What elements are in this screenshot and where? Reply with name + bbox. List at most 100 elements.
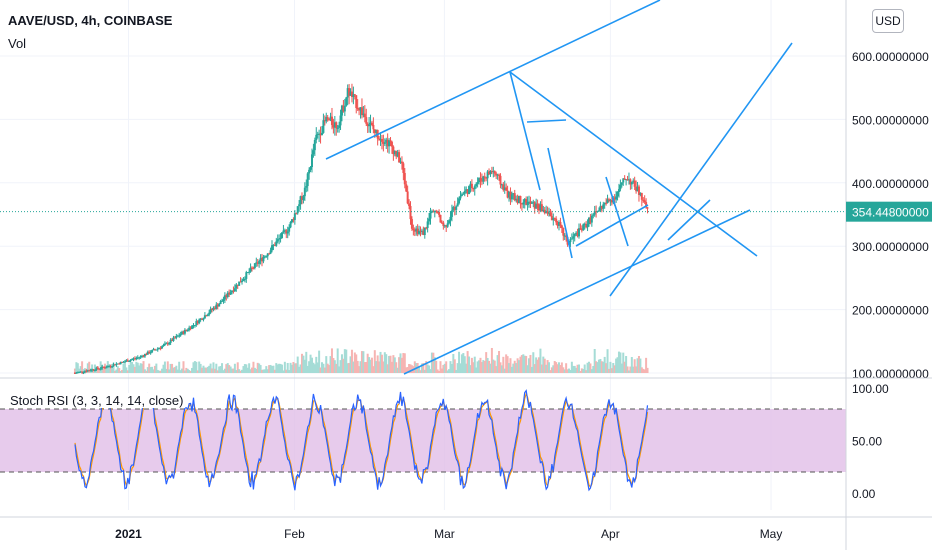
volume-bar: [533, 364, 536, 373]
volume-bar: [545, 364, 548, 373]
volume-bar: [259, 365, 262, 373]
volume-bar: [492, 359, 495, 373]
volume-bar: [139, 363, 142, 373]
candle-body: [246, 272, 249, 274]
trendline: [667, 199, 711, 241]
volume-bar: [458, 351, 461, 373]
candle-body: [310, 154, 313, 168]
volume-bar: [555, 362, 558, 373]
volume-bar: [221, 363, 224, 373]
candle-body: [88, 370, 91, 372]
volume-bar: [349, 356, 352, 373]
candle-body: [542, 209, 545, 212]
candle-body: [285, 230, 288, 234]
candle-body: [239, 281, 242, 283]
volume-bar: [213, 368, 216, 373]
candle-body: [476, 182, 479, 184]
stoch-rsi-label[interactable]: Stoch RSI (3, 3, 14, 14, close): [8, 393, 186, 408]
volume-bar: [149, 367, 152, 373]
volume-bar: [355, 354, 358, 373]
candle-body: [185, 329, 188, 331]
volume-bar: [450, 363, 453, 373]
candle-body: [188, 327, 191, 330]
volume-bar: [473, 356, 476, 373]
volume-bar: [338, 366, 341, 373]
volume-bar: [599, 359, 602, 373]
volume-bar: [243, 364, 246, 373]
candle-body: [580, 229, 583, 231]
candle-body: [622, 178, 625, 183]
candle-body: [592, 214, 595, 216]
volume-bar: [433, 357, 436, 373]
volume-bar: [345, 349, 348, 373]
volume-bar: [623, 361, 626, 373]
volume-bar: [185, 367, 188, 373]
candle-body: [272, 244, 275, 246]
volume-bar: [456, 363, 459, 373]
candle-body: [320, 132, 323, 136]
volume-bar: [362, 351, 365, 373]
candle-body: [342, 105, 345, 112]
volume-bar: [422, 363, 425, 373]
volume-bar: [335, 363, 338, 373]
volume-bar: [632, 366, 635, 373]
volume-bar: [546, 360, 549, 373]
candle-body: [275, 241, 278, 246]
candle-body: [322, 120, 325, 133]
volume-bar: [432, 352, 435, 373]
volume-bar: [298, 366, 301, 373]
volume-bar: [328, 365, 331, 373]
candle-body: [353, 94, 356, 96]
volume-bar: [398, 357, 401, 373]
candle-body: [607, 199, 610, 201]
volume-bar: [385, 354, 388, 373]
volume-bar: [313, 364, 316, 373]
candle-body: [330, 116, 333, 126]
candle-body: [486, 171, 489, 179]
volume-bar: [402, 353, 405, 373]
x-tick-label: Mar: [434, 527, 455, 541]
candle-body: [439, 214, 442, 223]
volume-bar: [486, 357, 489, 373]
candle-body: [600, 205, 603, 209]
candle-body: [236, 284, 239, 286]
candle-body: [286, 231, 289, 234]
volume-bar: [111, 364, 114, 373]
candle-body: [176, 335, 179, 337]
candle-body: [86, 370, 89, 372]
volume-bar: [125, 367, 128, 373]
candle-body: [579, 228, 582, 230]
volume-bar: [218, 366, 221, 373]
volume-bar: [587, 361, 590, 373]
candle-body: [218, 304, 221, 307]
candle-body: [318, 133, 321, 135]
volume-bar: [479, 357, 482, 373]
candle-body: [403, 172, 406, 185]
volume-bar: [395, 362, 398, 373]
candle-body: [196, 321, 199, 324]
candle-body: [258, 261, 261, 264]
candle-body: [448, 220, 451, 224]
volume-bar: [528, 358, 531, 373]
candle-body: [216, 304, 219, 307]
candle-body: [169, 339, 172, 343]
volume-bar: [502, 356, 505, 373]
volume-bar: [231, 368, 234, 373]
candle-body: [168, 342, 171, 345]
volume-bar: [617, 351, 620, 373]
candle-body: [509, 192, 512, 200]
candle-body: [148, 351, 151, 354]
volume-bar: [508, 363, 511, 373]
currency-button[interactable]: USD: [872, 9, 904, 33]
candle-body: [132, 358, 135, 360]
candle-body: [443, 225, 446, 227]
symbol-title: AAVE/USD, 4h, COINBASE: [8, 13, 173, 28]
candle-body: [505, 187, 508, 191]
candle-body: [533, 202, 536, 209]
candle-body: [349, 91, 352, 96]
volume-bar: [315, 356, 318, 373]
candle-body: [597, 210, 600, 212]
volume-bar: [143, 369, 146, 373]
volume-bar: [350, 349, 353, 373]
